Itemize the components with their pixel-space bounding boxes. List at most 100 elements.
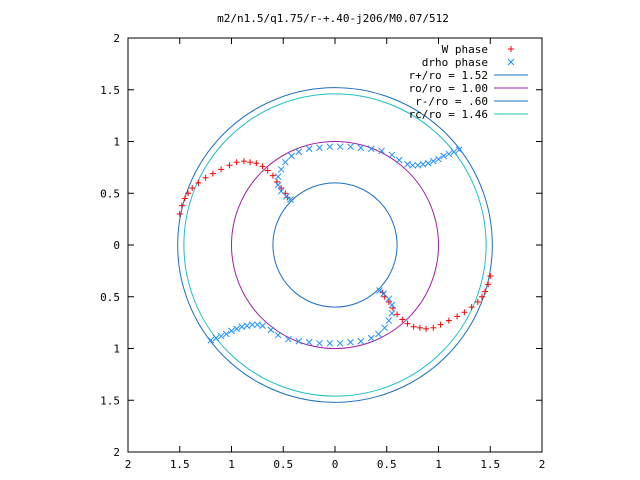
data-point	[388, 301, 396, 309]
data-point	[253, 160, 260, 167]
x-tick-label: 1	[435, 458, 442, 471]
data-point	[347, 143, 354, 151]
data-point	[233, 325, 241, 333]
x-tick-label: 0.5	[377, 458, 397, 471]
data-point	[468, 304, 475, 311]
data-point	[238, 323, 246, 331]
data-point	[278, 185, 285, 192]
data-point	[336, 143, 344, 151]
data-point	[385, 298, 392, 305]
data-point	[410, 323, 417, 330]
data-point	[277, 187, 285, 195]
y-tick-label: 1	[113, 343, 120, 356]
data-point	[409, 161, 416, 169]
y-tick-label: 2	[113, 32, 120, 45]
legend-label: r-/ro = .60	[415, 95, 488, 108]
data-point	[399, 316, 406, 323]
y-tick-label: 2	[113, 446, 120, 459]
x-tick-label: 0	[332, 458, 339, 471]
legend-label: rc/ro = 1.46	[409, 108, 488, 121]
data-point	[281, 158, 289, 166]
x-tick-label: 1.5	[170, 458, 190, 471]
data-point	[414, 161, 422, 169]
data-point	[376, 287, 383, 294]
data-point	[375, 330, 382, 338]
data-point	[445, 317, 452, 324]
data-point	[487, 273, 494, 280]
data-point	[295, 148, 303, 156]
data-point	[474, 298, 481, 305]
legend-marker	[507, 58, 515, 66]
data-point	[437, 321, 444, 328]
data-point	[347, 338, 354, 346]
reference-circle	[272, 182, 398, 308]
data-point	[274, 173, 282, 181]
x-tick-label: 0.5	[273, 458, 293, 471]
data-point	[209, 170, 216, 177]
data-point	[357, 144, 365, 152]
axis-ticks: 2 1.5 1 0.5 0 0.5 1 1.5 221.510.500.511.52	[100, 32, 545, 471]
y-tick-label: 0.5	[100, 187, 120, 200]
data-point	[404, 160, 411, 168]
data-point	[222, 330, 230, 338]
reference-circle	[231, 141, 439, 349]
data-point	[285, 335, 292, 343]
data-point	[176, 210, 183, 217]
data-point	[326, 143, 334, 151]
y-tick-label: 0	[113, 239, 120, 252]
data-point	[419, 160, 427, 168]
legend-label: W phase	[442, 43, 488, 56]
data-point	[357, 337, 365, 345]
reference-circles	[177, 87, 493, 403]
data-point	[189, 185, 196, 192]
data-point	[380, 290, 387, 297]
data-point	[181, 195, 188, 202]
data-point	[424, 159, 432, 167]
data-point	[295, 337, 303, 345]
data-point	[445, 150, 453, 158]
data-point	[240, 158, 247, 165]
data-point	[423, 325, 430, 332]
data-point	[482, 288, 489, 295]
x-tick-label: 2	[539, 458, 546, 471]
data-point	[207, 336, 215, 344]
x-tick-label: 1	[228, 458, 235, 471]
data-point	[218, 166, 225, 173]
legend-label: ro/ro = 1.00	[409, 82, 488, 95]
data-point	[305, 338, 313, 346]
data-point	[378, 147, 385, 155]
data-point	[287, 196, 294, 203]
legend-marker	[508, 46, 514, 52]
data-point	[248, 321, 256, 329]
data-point	[233, 159, 240, 166]
data-point	[435, 155, 442, 163]
data-point	[395, 156, 403, 164]
data-point	[385, 295, 393, 303]
data-point	[388, 309, 396, 317]
data-point	[367, 145, 375, 153]
data-point	[254, 321, 261, 329]
x-tick-label: 1.5	[480, 458, 500, 471]
data-point	[478, 293, 485, 300]
data-point	[259, 163, 266, 170]
data-point	[226, 162, 233, 169]
data-point	[228, 327, 235, 335]
data-point	[430, 324, 437, 331]
x-tick-label: 2	[125, 458, 132, 471]
legend-label: drho phase	[422, 56, 488, 69]
data-point	[394, 311, 401, 318]
data-point	[277, 166, 285, 173]
data-point	[454, 313, 461, 320]
data-point	[283, 193, 290, 200]
reference-circle	[177, 87, 493, 403]
data-point	[316, 339, 323, 347]
data-point	[185, 190, 192, 197]
data-point	[385, 317, 393, 324]
data-point	[288, 152, 295, 160]
data-point	[455, 146, 463, 154]
data-point	[429, 157, 437, 165]
y-tick-label: 1.5	[100, 394, 120, 407]
data-point	[274, 331, 282, 339]
